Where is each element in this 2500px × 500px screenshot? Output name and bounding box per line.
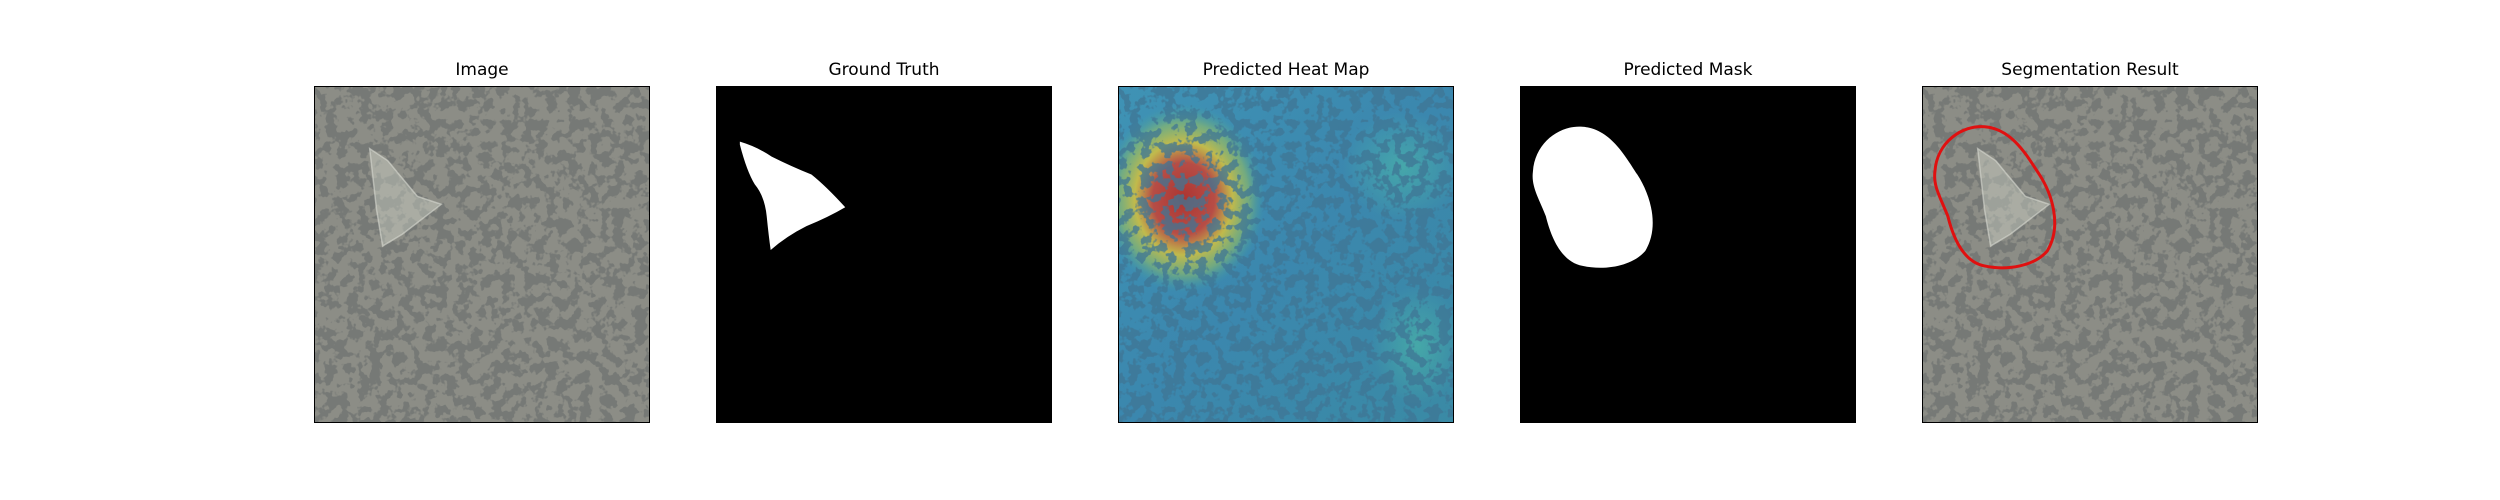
panel-heat-map: Predicted Heat Map	[1118, 60, 1454, 423]
segmentation-contour	[1933, 125, 2057, 270]
ground-truth-region	[739, 141, 846, 251]
panel-image: Image	[314, 60, 650, 423]
ground-truth-mask	[717, 87, 1051, 422]
heat-map-image	[1119, 87, 1453, 422]
predicted-mask-frame	[1520, 86, 1856, 423]
panel-title: Segmentation Result	[2001, 60, 2179, 80]
panel-title: Image	[455, 60, 509, 80]
predicted-region	[1532, 126, 1653, 268]
segmentation-frame	[1922, 86, 2258, 423]
ground-truth-frame	[716, 86, 1052, 423]
texture-image	[315, 87, 649, 422]
defect-region	[368, 147, 443, 248]
panel-segmentation-result: Segmentation Result	[1922, 60, 2258, 423]
panel-predicted-mask: Predicted Mask	[1520, 60, 1856, 423]
defect-region	[1976, 147, 2051, 248]
panel-title: Predicted Mask	[1623, 60, 1753, 80]
mask-background	[717, 87, 1051, 422]
heat-texture-spots	[1119, 87, 1453, 422]
panel-title: Ground Truth	[828, 60, 940, 80]
segmentation-image	[1923, 87, 2257, 422]
heat-map-frame	[1118, 86, 1454, 423]
texture-spots	[1923, 87, 2257, 422]
predicted-mask	[1521, 87, 1855, 422]
image-frame	[314, 86, 650, 423]
panel-title: Predicted Heat Map	[1202, 60, 1370, 80]
texture-spots	[315, 87, 649, 422]
panel-ground-truth: Ground Truth	[716, 60, 1052, 423]
